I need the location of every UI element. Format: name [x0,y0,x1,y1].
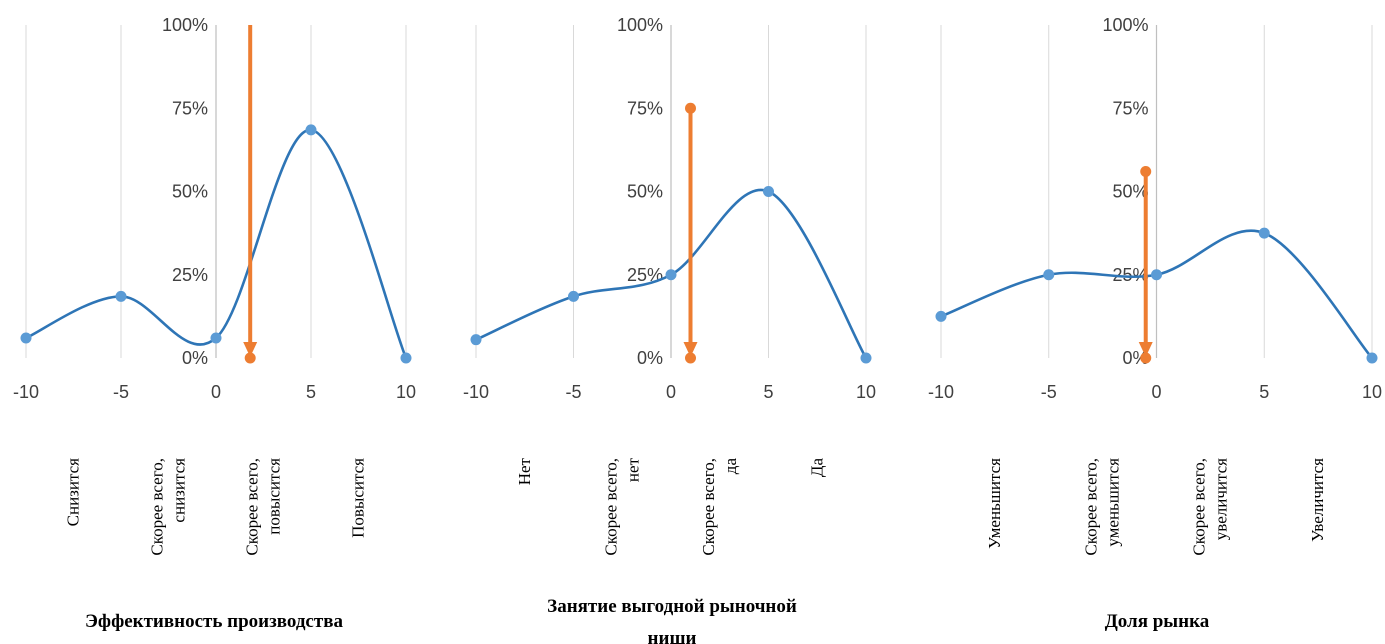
data-point [115,290,127,302]
category-label: нет [623,457,642,482]
y-tick-label: 0% [637,348,663,368]
data-point [1258,227,1270,239]
category-label: Да [807,458,826,478]
x-tick-label: -5 [113,382,129,402]
category-label: Повысится [349,458,368,538]
category-label: Скорее всего, [1082,458,1101,556]
x-tick-label: 10 [396,382,416,402]
data-point [935,310,947,322]
x-tick-label: -5 [1041,382,1057,402]
chart-panel-1: 0% 25% 50% 75% 100% -10 -5 0 5 10 Снизится Скорее в… [13,15,416,632]
series-line [940,229,1373,359]
x-tick-label: 5 [1259,382,1269,402]
category-label: Снизится [64,458,83,527]
series-line [25,128,408,359]
arrow-head [1138,342,1153,357]
data-point [20,332,32,344]
x-tick-label: 10 [856,382,876,402]
data-point [763,186,774,197]
data-point [665,269,677,281]
chart-panel-2: 0% 25% 50% 75% 100% -10 -5 0 5 10 Нет Скорее всего,… [463,15,876,644]
y-tick-label: 25% [627,265,663,285]
x-tick-label: -5 [565,382,581,402]
category-label: Увеличится [1308,458,1327,542]
x-tick-label: 5 [306,382,316,402]
y-tick-label: 50% [1112,182,1148,202]
series-line [475,188,868,359]
data-point [305,124,317,136]
y-tick-label: 25% [172,265,208,285]
x-tick-label: -10 [13,382,39,402]
y-tick-label: 50% [627,182,663,202]
chart-title: Доля рынка [1105,611,1210,632]
category-label: увеличится [1211,458,1230,540]
category-label: уменьшится [1104,458,1123,547]
category-label: Скорее всего, [699,458,718,556]
chart-title: Эффективность производства [85,611,343,632]
x-tick-label: 0 [211,382,221,402]
x-tick-label: 0 [1151,382,1161,402]
data-point [1043,269,1055,281]
data-point [210,332,222,344]
y-tick-label: 50% [172,182,208,202]
chart-panel-3: 0% 25% 50% 75% 100% -10 -5 0 5 10 Уменьшится Скорее… [928,15,1382,632]
x-tick-label: -10 [928,382,954,402]
y-tick-label: 75% [627,98,663,118]
category-label: Уменьшится [985,458,1004,549]
arrow-start-point [1140,166,1152,178]
arrow-head [683,342,698,357]
y-tick-label: 0% [182,348,208,368]
y-tick-label: 100% [617,15,663,35]
x-tick-label: 0 [666,382,676,402]
data-point [470,334,482,346]
category-label: Скорее всего, [148,458,167,556]
y-tick-label: 100% [162,15,208,35]
category-label: Нет [515,457,534,485]
arrow-end-point [1140,352,1152,364]
category-label: Скорее всего, [243,458,262,556]
category-label: снизится [170,458,189,523]
category-label: да [721,458,740,475]
category-label: Скорее всего, [1189,458,1208,556]
arrow-start-point [685,102,696,114]
category-label: Скорее всего, [601,458,620,556]
y-tick-label: 75% [172,98,208,118]
y-tick-label: 75% [1112,98,1148,118]
category-label: повысится [265,458,284,535]
x-tick-label: -10 [463,382,489,402]
arrow-head [243,342,258,357]
arrow-end-point [685,352,696,364]
chart-title: ниши [648,628,697,644]
x-tick-label: 10 [1362,382,1382,402]
data-point [1366,352,1378,364]
arrow-end-point [244,352,256,364]
data-point [568,290,579,302]
x-tick-label: 5 [763,382,773,402]
data-point [400,352,412,364]
y-tick-label: 25% [1112,265,1148,285]
y-tick-label: 100% [1102,15,1148,35]
data-point [1151,269,1162,281]
chart-title: Занятие выгодной рыночной [547,596,797,617]
y-tick-label: 0% [1122,348,1148,368]
data-point [860,352,872,364]
